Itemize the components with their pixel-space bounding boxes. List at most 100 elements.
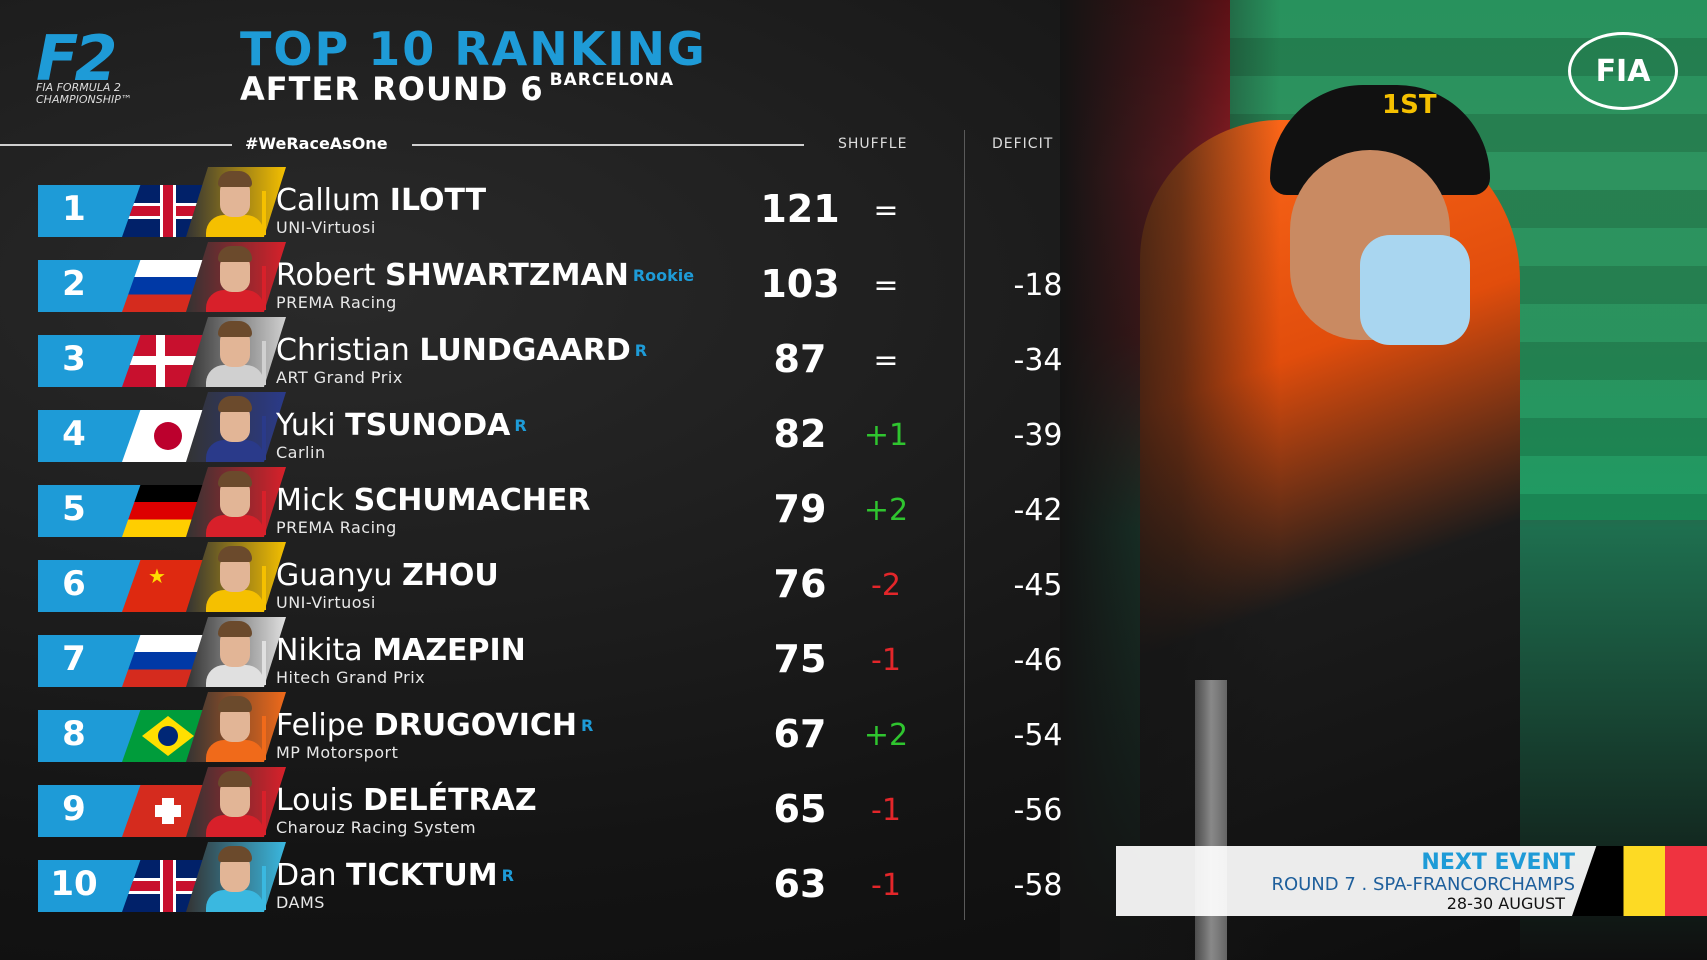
driver-photo [186, 617, 286, 687]
driver-photo [186, 767, 286, 837]
deficit-value: -34 [1013, 343, 1063, 378]
position-number: 5 [62, 489, 86, 529]
driver-photo [186, 317, 286, 387]
driver-suit [206, 440, 264, 462]
shuffle-value: +1 [863, 418, 909, 453]
hashtag: #WeRaceAsOne [245, 134, 388, 153]
position-number: 6 [62, 564, 86, 604]
driver-first-name: Nikita [276, 633, 363, 668]
driver-name: Christian LUNDGAARD R [276, 333, 647, 369]
driver-suit [206, 590, 264, 612]
driver-suit [206, 815, 264, 837]
cap-label: 1ST [1382, 90, 1437, 120]
driver-photo [186, 692, 286, 762]
team-name: UNI-Virtuosi [276, 218, 376, 237]
team-name: PREMA Racing [276, 518, 397, 537]
shuffle-value: +2 [863, 718, 909, 753]
ranking-row: 4 Yuki TSUNODA R Carlin 82 +1 -39 [38, 392, 1088, 462]
shuffle-value: -2 [871, 568, 901, 603]
deficit-value: -39 [1013, 418, 1063, 453]
driver-name: Mick SCHUMACHER [276, 483, 595, 519]
ranking-row: 8 Felipe DRUGOVICH R MP Motorsport 67 +2 -54 [38, 692, 1088, 762]
driver-last-name: DELÉTRAZ [363, 783, 537, 818]
deficit-value: -46 [1013, 643, 1063, 678]
next-event-banner: NEXT EVENT ROUND 7 . SPA-FRANCORCHAMPS 2… [1116, 846, 1707, 916]
team-name: UNI-Virtuosi [276, 593, 376, 612]
driver-first-name: Felipe [276, 708, 365, 743]
rookie-tag: R [581, 716, 594, 735]
points: 63 [773, 862, 827, 906]
driver-hair [218, 546, 252, 562]
driver-photo [186, 542, 286, 612]
next-event-round: ROUND 7 . SPA-FRANCORCHAMPS [1271, 874, 1575, 895]
driver-photo [186, 392, 286, 462]
podium-photo [1060, 0, 1707, 960]
driver-name: Nikita MAZEPIN [276, 633, 530, 669]
f2-logo-text: F2 [36, 22, 117, 95]
position-number: 9 [62, 789, 86, 829]
position-number: 1 [62, 189, 86, 229]
next-event-dates: 28-30 AUGUST [1446, 894, 1565, 913]
f2-logo-subtitle: FIA FORMULA 2 CHAMPIONSHIP™ [36, 81, 132, 106]
next-event-label: NEXT EVENT [1421, 850, 1575, 875]
position-number: 3 [62, 339, 86, 379]
driver-suit [206, 515, 264, 537]
driver-name: Robert SHWARTZMAN Rookie [276, 258, 694, 294]
driver-last-name: SHWARTZMAN [385, 258, 629, 293]
driver-hair [218, 846, 252, 862]
team-name: ART Grand Prix [276, 368, 403, 387]
driver-suit [206, 215, 264, 237]
team-color-bar [262, 866, 266, 910]
driver-hair [218, 246, 252, 262]
driver-first-name: Callum [276, 183, 381, 218]
ranking-row: 1 Callum ILOTT UNI-Virtuosi 121 = [38, 167, 1088, 237]
driver-suit [206, 890, 264, 912]
driver-hair [218, 471, 252, 487]
divider [412, 144, 804, 146]
driver-photo [186, 242, 286, 312]
driver-photo [186, 167, 286, 237]
f2-logo-mark: F2 [36, 28, 117, 90]
driver-last-name: LUNDGAARD [419, 333, 631, 368]
points: 75 [773, 637, 827, 681]
points: 65 [773, 787, 827, 831]
driver-first-name: Yuki [276, 408, 336, 443]
photo-fade [1060, 0, 1280, 960]
team-color-bar [262, 791, 266, 835]
driver-photo [186, 467, 286, 537]
shuffle-value: = [873, 268, 899, 303]
shuffle-value: = [873, 193, 899, 228]
driver-last-name: TSUNODA [345, 408, 511, 443]
ranking-row: 7 Nikita MAZEPIN Hitech Grand Prix 75 -1 -46 [38, 617, 1088, 687]
rookie-tag: R [501, 866, 514, 885]
driver-first-name: Mick [276, 483, 345, 518]
driver-hair [218, 696, 252, 712]
ranking-row: 10 Dan TICKTUM R DAMS 63 -1 -58 [38, 842, 1088, 912]
column-header-shuffle: SHUFFLE [838, 136, 908, 152]
team-color-bar [262, 491, 266, 535]
page-title: TOP 10 RANKING [240, 22, 707, 76]
driver-hair [218, 321, 252, 337]
driver-name: Guanyu ZHOU [276, 558, 503, 594]
points: 121 [760, 187, 840, 231]
team-name: DAMS [276, 893, 325, 912]
shuffle-value: +2 [863, 493, 909, 528]
driver-last-name: MAZEPIN [372, 633, 526, 668]
team-name: Hitech Grand Prix [276, 668, 426, 687]
points: 87 [773, 337, 827, 381]
position-number: 2 [62, 264, 86, 304]
column-divider [964, 130, 965, 920]
shuffle-value: = [873, 343, 899, 378]
driver-last-name: ILOTT [389, 183, 487, 218]
column-header-deficit: DEFICIT [992, 136, 1054, 152]
driver-last-name: TICKTUM [346, 858, 498, 893]
points: 82 [773, 412, 827, 456]
position-number: 4 [62, 414, 86, 454]
driver-name: Yuki TSUNODA R [276, 408, 527, 444]
divider [0, 144, 232, 146]
driver-hair [218, 396, 252, 412]
driver-hair [218, 621, 252, 637]
driver-first-name: Louis [276, 783, 354, 818]
